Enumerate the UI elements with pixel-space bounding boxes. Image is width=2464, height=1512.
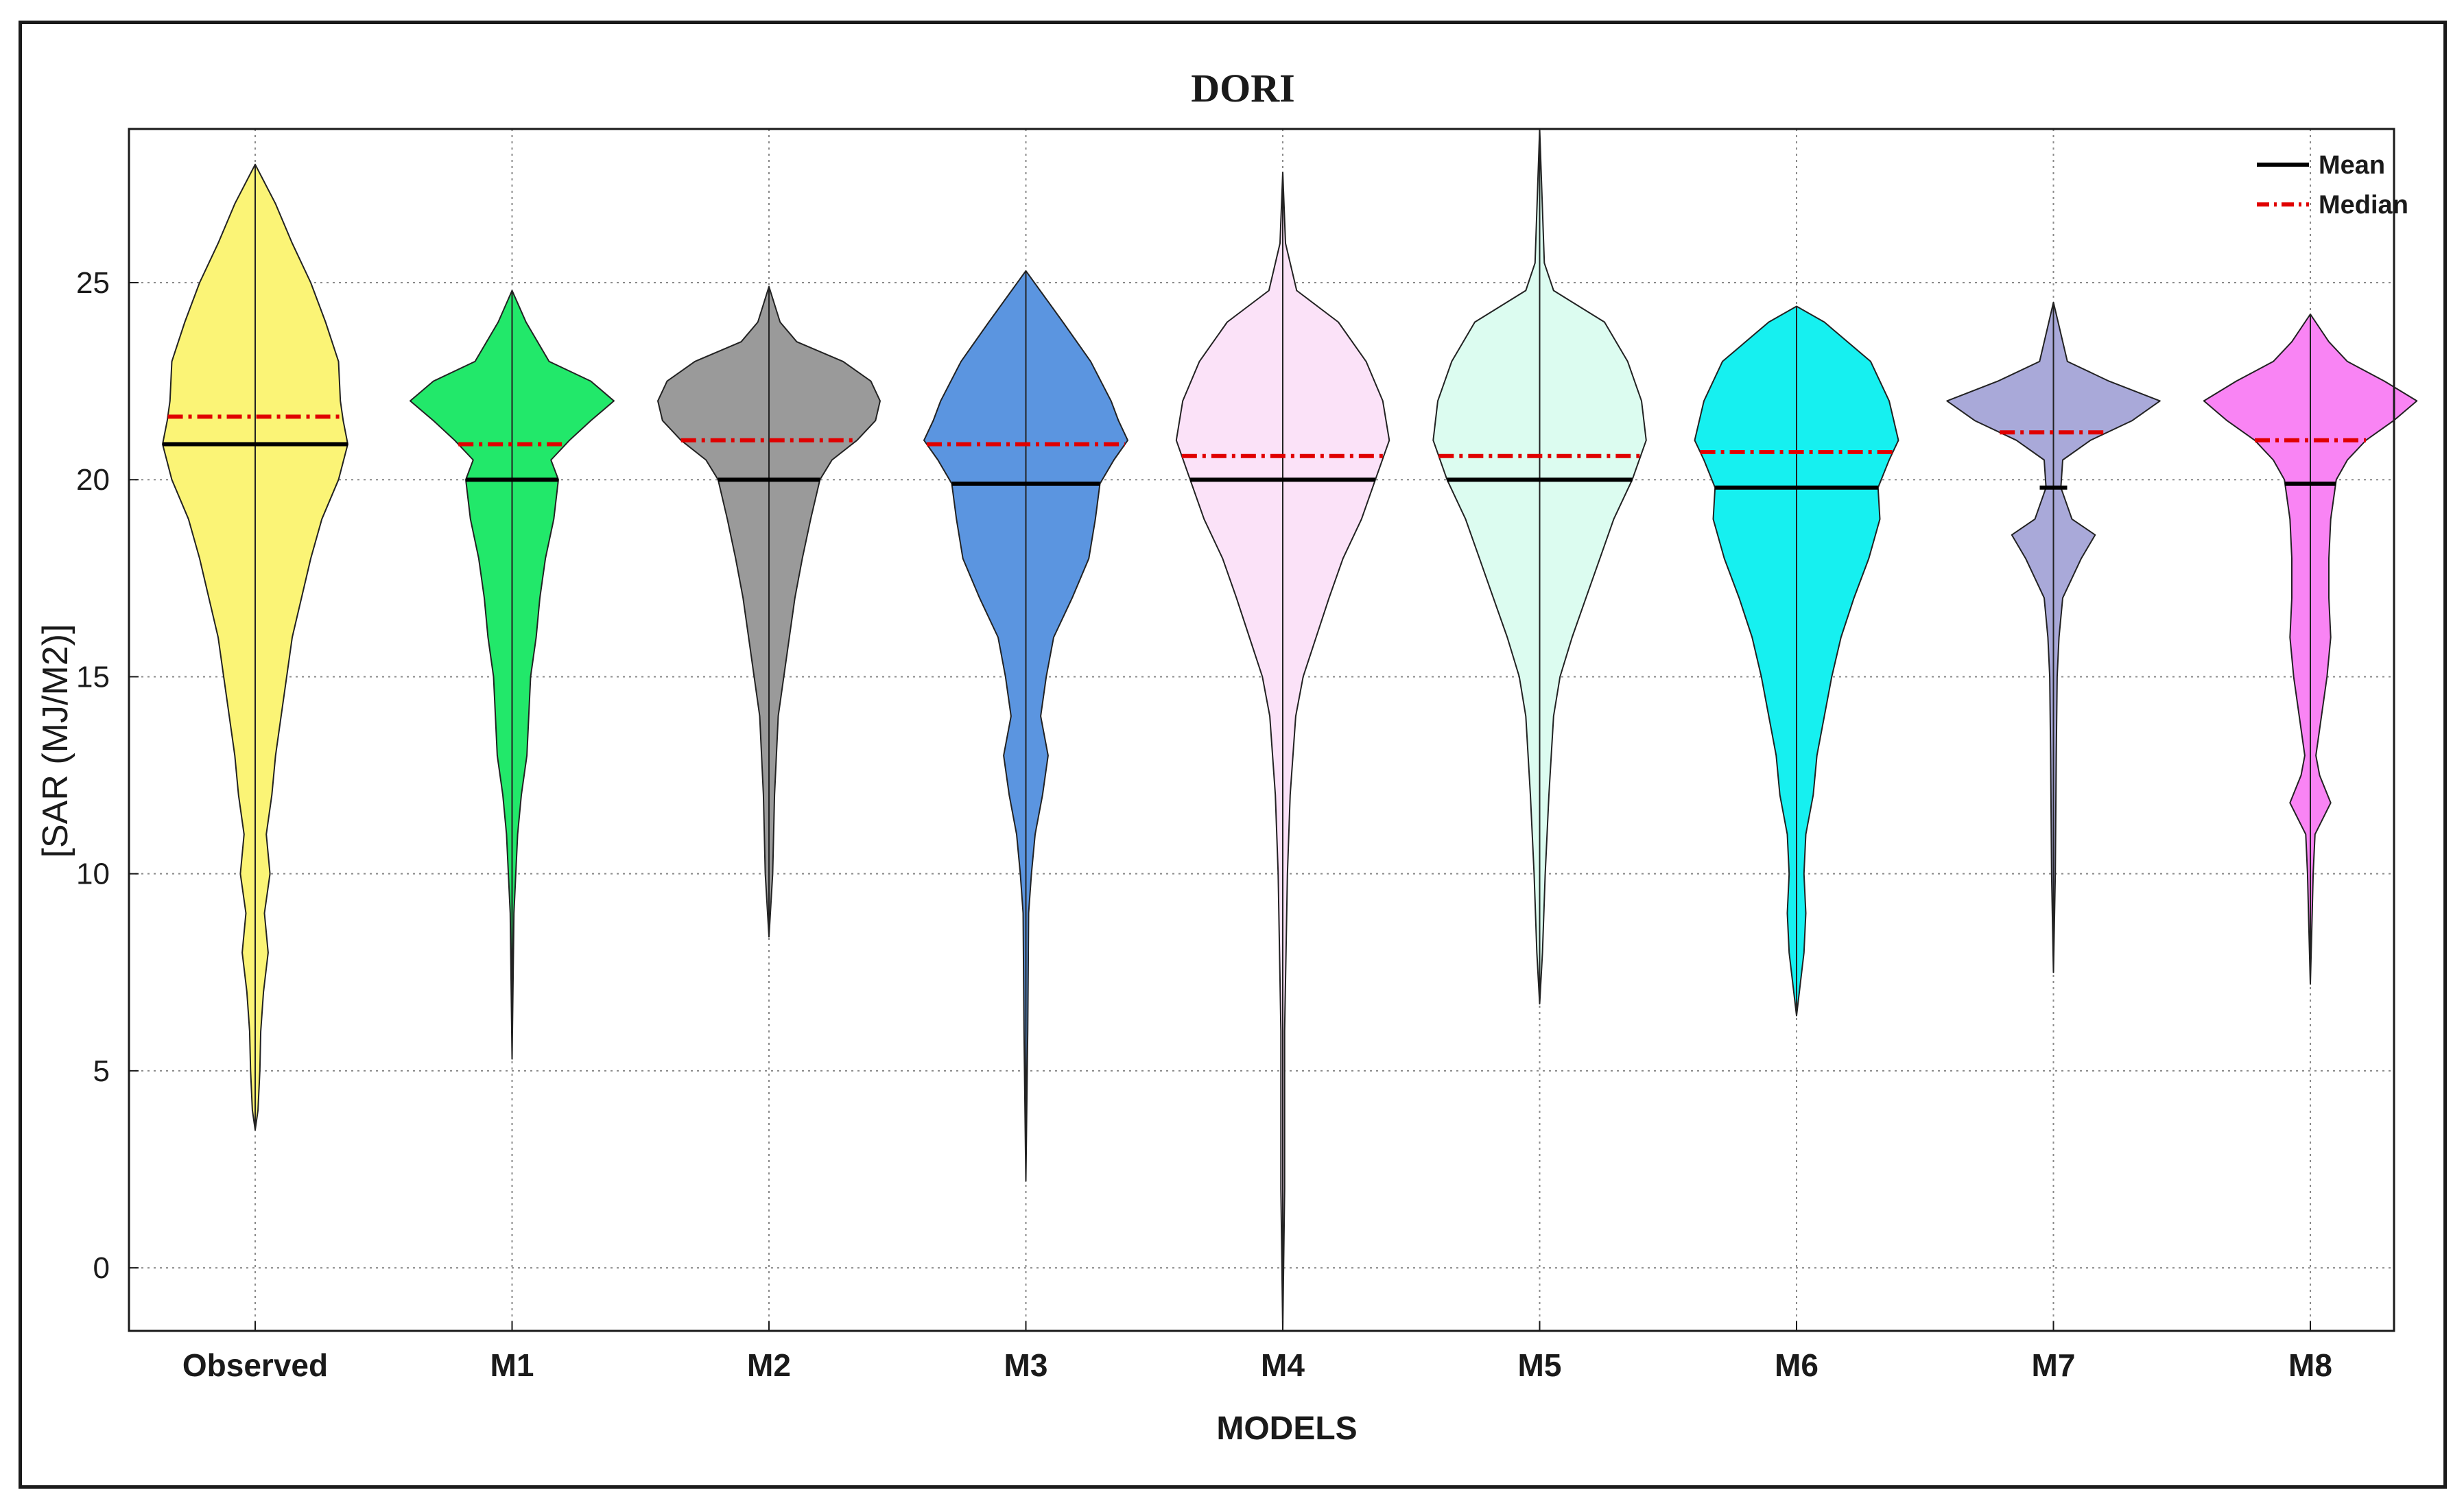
x-axis-ticks: Observed M1 M2 M3 M4 M5 M6 M7 M8 xyxy=(182,1321,2332,1383)
y-tick-label: 5 xyxy=(93,1054,110,1088)
x-tick-label: M6 xyxy=(1775,1347,1819,1383)
x-tick-label: M7 xyxy=(2032,1347,2076,1383)
violin-m3 xyxy=(923,270,1128,1182)
y-tick-label: 20 xyxy=(76,463,110,497)
violin-m2 xyxy=(657,285,881,938)
x-tick-label: M5 xyxy=(1518,1347,1562,1383)
y-tick-label: 10 xyxy=(76,858,110,891)
violin-m8 xyxy=(2203,314,2418,985)
x-tick-label: M8 xyxy=(2288,1347,2332,1383)
x-tick-label: M2 xyxy=(747,1347,791,1383)
y-tick-label: 25 xyxy=(76,266,110,300)
median-legend-label: Median xyxy=(2319,191,2408,220)
y-tick-label: 0 xyxy=(93,1251,110,1285)
violin-observed xyxy=(162,163,348,1131)
legend: Mean Median xyxy=(2257,151,2408,220)
chart-title: DORI xyxy=(1191,66,1294,110)
violin-m4 xyxy=(1175,172,1390,1332)
plot-border xyxy=(128,128,2395,1332)
x-tick-label: M4 xyxy=(1261,1347,1305,1383)
y-tick-label: 15 xyxy=(76,660,110,694)
violin-m7 xyxy=(1946,301,2161,973)
x-tick-label: M3 xyxy=(1004,1347,1048,1383)
violins xyxy=(162,128,2418,1332)
chart-frame xyxy=(19,21,2447,1489)
x-tick-label: M1 xyxy=(490,1347,534,1383)
violin-m5 xyxy=(1432,128,1647,1005)
violin-m1 xyxy=(410,290,615,1060)
mean-legend-label: Mean xyxy=(2319,151,2385,180)
violin-m6 xyxy=(1694,305,1899,1017)
x-axis-title: MODELS xyxy=(1216,1410,1357,1447)
x-tick-label: Observed xyxy=(182,1347,328,1383)
y-axis-ticks: 0 5 10 15 20 25 xyxy=(76,266,139,1285)
y-axis-title: [SAR (MJ/M2)] xyxy=(36,624,75,858)
